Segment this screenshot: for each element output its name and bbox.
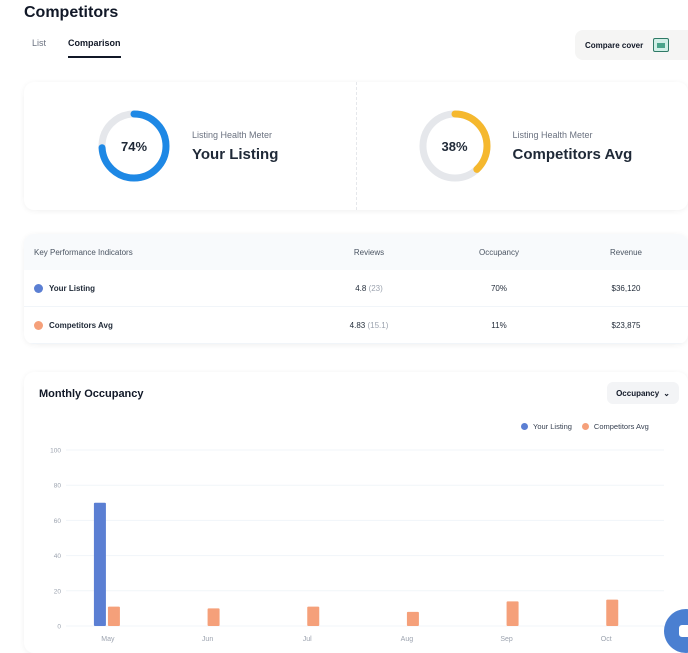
revenue-value: $23,875 xyxy=(611,320,641,330)
y-tick-label: 40 xyxy=(54,553,62,560)
monthly-occupancy-card: Monthly Occupancy Occupancy ⌄ Your Listi… xyxy=(24,372,688,653)
bar xyxy=(207,608,220,626)
page-title: Competitors xyxy=(24,4,119,21)
your-listing-dot xyxy=(34,283,43,293)
compare-cover-label: Compare cover xyxy=(585,40,644,50)
legend-item: Competitors Avg xyxy=(581,422,649,431)
competitors-percent: 38% xyxy=(441,138,468,154)
cover-thumbnail-icon xyxy=(653,38,670,52)
your-listing-donut: 74% xyxy=(96,108,172,184)
revenue-value: $36,120 xyxy=(611,283,641,293)
x-tick-label: Jul xyxy=(303,636,312,643)
x-tick-label: Oct xyxy=(601,636,612,643)
tab-bar: List Comparison xyxy=(32,38,121,58)
your-listing-percent: 74% xyxy=(120,138,148,154)
legend-item: Your Listing xyxy=(521,422,572,431)
kpi-header-row: Key Performance Indicators Reviews Occup… xyxy=(24,234,688,270)
row-name: Your Listing xyxy=(49,283,96,293)
reviews-header: Reviews xyxy=(353,247,385,257)
dropdown-label: Occupancy xyxy=(616,388,660,398)
x-tick-label: Jun xyxy=(202,636,213,643)
table-row: Competitors Avg 4.83 (15.1) 11% $23,875 xyxy=(24,307,688,344)
chevron-down-icon: ⌄ xyxy=(663,388,670,398)
review-count: (15.1) xyxy=(367,320,389,330)
occupancy-dropdown[interactable]: Occupancy ⌄ xyxy=(607,382,679,404)
legend-dot-competitors xyxy=(581,423,589,430)
kpi-table: Key Performance Indicators Reviews Occup… xyxy=(24,234,688,344)
table-row: Your Listing 4.8 (23) 70% $36,120 xyxy=(24,270,688,307)
y-tick-label: 60 xyxy=(54,518,62,525)
bar xyxy=(93,502,106,626)
y-tick-label: 0 xyxy=(57,624,61,631)
chat-icon xyxy=(679,625,688,637)
occupancy-value: 11% xyxy=(491,320,507,330)
review-count: (23) xyxy=(368,283,383,293)
bar xyxy=(107,606,120,626)
occupancy-value: 70% xyxy=(490,283,507,293)
x-tick-label: Sep xyxy=(500,636,513,643)
chart-legend: Your Listing Competitors Avg xyxy=(521,422,649,431)
y-tick-label: 20 xyxy=(54,588,62,595)
legend-label: Your Listing xyxy=(533,422,572,431)
chart-title: Monthly Occupancy xyxy=(39,388,144,400)
health-competitors: 38% Listing Health Meter Competitors Avg xyxy=(355,82,688,210)
occupancy-header: Occupancy xyxy=(478,247,520,257)
rating-value: 4.83 xyxy=(349,320,366,330)
legend-dot-your-listing xyxy=(521,423,528,430)
row-name: Competitors Avg xyxy=(49,320,113,330)
health-meter-card: 74% Listing Health Meter Your Listing 38… xyxy=(24,82,688,210)
legend-label: Competitors Avg xyxy=(593,422,649,431)
competitors-donut: 38% xyxy=(417,108,493,184)
compare-cover-button[interactable]: Compare cover xyxy=(575,30,688,60)
health-your-listing: 74% Listing Health Meter Your Listing xyxy=(24,82,356,210)
y-tick-label: 80 xyxy=(54,483,62,490)
kpi-header: Key Performance Indicators xyxy=(34,247,133,257)
rating-value: 4.8 xyxy=(355,283,367,293)
bar xyxy=(506,601,519,626)
bar xyxy=(307,606,320,626)
health-meter-subtitle: Listing Health Meter xyxy=(192,129,273,140)
x-tick-label: May xyxy=(101,636,115,643)
x-tick-label: Aug xyxy=(401,636,414,643)
occupancy-bar-chart: 0 20 40 60 80 100 May Jun Jul Aug Sep Oct xyxy=(50,448,664,643)
tab-comparison[interactable]: Comparison xyxy=(68,38,121,58)
revenue-header: Revenue xyxy=(609,247,643,257)
health-meter-name: Competitors Avg xyxy=(512,145,633,163)
y-tick-label: 100 xyxy=(50,448,61,455)
tab-list[interactable]: List xyxy=(32,38,47,48)
competitors-dot xyxy=(34,320,43,330)
health-meter-subtitle: Listing Health Meter xyxy=(512,129,593,140)
health-meter-name: Your Listing xyxy=(192,145,279,163)
bar xyxy=(606,599,619,626)
bar xyxy=(406,611,419,626)
